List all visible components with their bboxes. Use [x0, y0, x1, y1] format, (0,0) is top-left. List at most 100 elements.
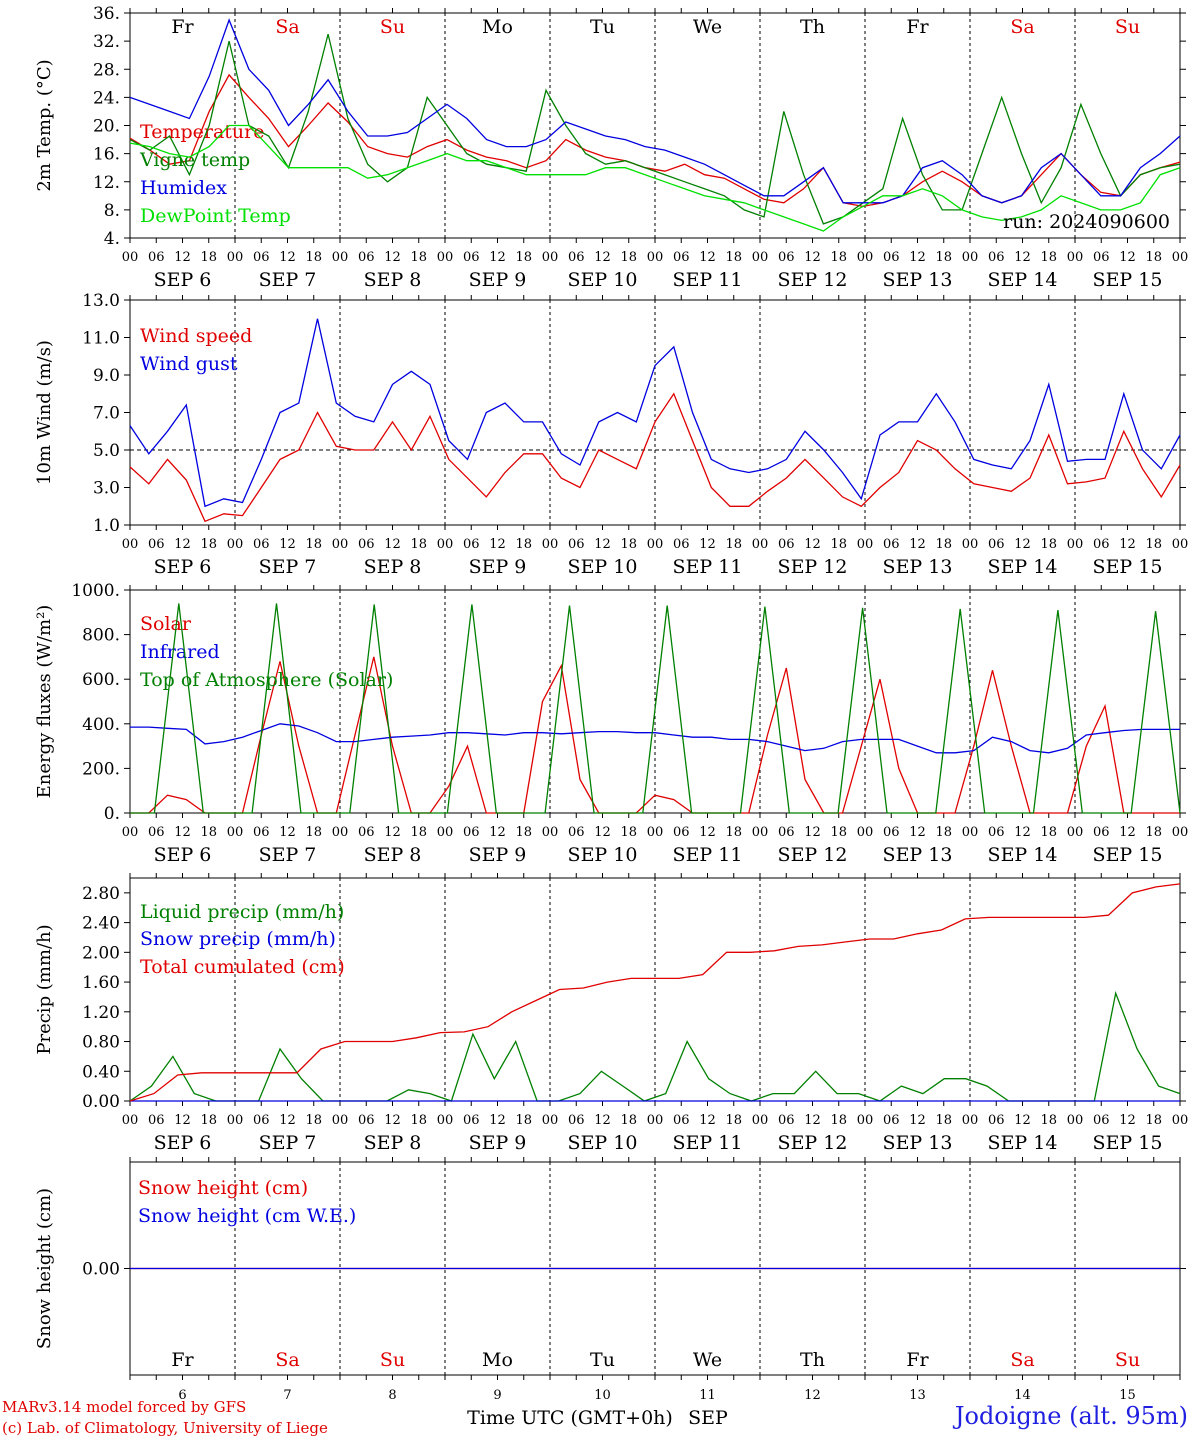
- hour-tick-label: 00: [437, 250, 454, 265]
- weekday-label: We: [693, 16, 722, 38]
- hour-tick-label: 06: [253, 1113, 270, 1128]
- hour-tick-label: 06: [358, 825, 375, 840]
- month-label: SEP: [688, 1407, 728, 1429]
- hour-tick-label: 12: [279, 537, 296, 552]
- legend-entry: Top of Atmosphere (Solar): [140, 669, 393, 691]
- hour-tick-label: 18: [935, 537, 952, 552]
- day-label: SEP 9: [469, 844, 527, 866]
- day-number-label: 15: [1119, 1388, 1136, 1403]
- hour-tick-label: 00: [332, 1113, 349, 1128]
- hour-tick-label: 12: [804, 1113, 821, 1128]
- hour-tick-label: 06: [673, 537, 690, 552]
- hour-tick-label: 06: [988, 537, 1005, 552]
- hour-tick-label: 12: [1119, 250, 1136, 265]
- day-label: SEP 11: [673, 844, 743, 866]
- day-label: SEP 10: [568, 556, 638, 578]
- hour-tick-label: 00: [752, 1113, 769, 1128]
- day-label: SEP 7: [259, 556, 317, 578]
- hour-tick-label: 12: [804, 537, 821, 552]
- hour-tick-label: 12: [489, 1113, 506, 1128]
- day-label: SEP 8: [364, 556, 422, 578]
- weekday-label: Mo: [482, 16, 513, 38]
- hour-tick-label: 00: [1067, 825, 1084, 840]
- hour-tick-label: 12: [909, 1113, 926, 1128]
- hour-tick-label: 06: [463, 537, 480, 552]
- day-label: SEP 6: [154, 1132, 212, 1154]
- hour-tick-label: 18: [725, 1113, 742, 1128]
- hour-tick-label: 00: [962, 825, 979, 840]
- hour-tick-label: 00: [542, 250, 559, 265]
- hour-tick-label: 00: [1067, 537, 1084, 552]
- hour-tick-label: 06: [1093, 1113, 1110, 1128]
- hour-tick-label: 18: [1145, 1113, 1162, 1128]
- y-tick-label: 7.0: [93, 404, 120, 424]
- y-tick-label: 0.80: [82, 1033, 120, 1053]
- hour-tick-label: 06: [1093, 825, 1110, 840]
- y-axis-label: 2m Temp. (°C): [34, 59, 55, 191]
- day-label: SEP 14: [988, 844, 1058, 866]
- hour-tick-label: 18: [620, 1113, 637, 1128]
- legend-entry: DewPoint Temp: [140, 205, 291, 227]
- hour-tick-label: 18: [830, 537, 847, 552]
- y-tick-label: 2.40: [82, 914, 120, 934]
- y-tick-label: 3.0: [93, 479, 120, 499]
- y-tick-label: 9.0: [93, 366, 120, 386]
- y-tick-label: 24.: [93, 88, 120, 108]
- hour-tick-label: 00: [752, 537, 769, 552]
- hour-tick-label: 18: [725, 537, 742, 552]
- hour-tick-label: 18: [935, 250, 952, 265]
- y-axis-label: 10m Wind (m/s): [34, 340, 55, 485]
- y-tick-label: 0.00: [82, 1092, 120, 1112]
- hour-tick-label: 00: [542, 825, 559, 840]
- hour-tick-label: 00: [752, 825, 769, 840]
- day-label: SEP 7: [259, 1132, 317, 1154]
- lab-credit: (c) Lab. of Climatology, University of L…: [2, 1419, 328, 1437]
- hour-tick-label: 06: [883, 825, 900, 840]
- y-tick-label: 2.00: [82, 943, 120, 963]
- series-line: [130, 603, 1181, 814]
- hour-tick-label: 18: [515, 825, 532, 840]
- hour-tick-label: 00: [1172, 1113, 1189, 1128]
- day-number-label: 7: [283, 1388, 291, 1403]
- y-tick-label: 0.40: [82, 1062, 120, 1082]
- hour-tick-label: 00: [752, 250, 769, 265]
- day-label: SEP 11: [673, 1132, 743, 1154]
- legend-entry: Wind speed: [140, 325, 252, 347]
- hour-tick-label: 18: [725, 250, 742, 265]
- hour-tick-label: 00: [122, 537, 139, 552]
- hour-tick-label: 06: [253, 825, 270, 840]
- day-label: SEP 14: [988, 556, 1058, 578]
- hour-tick-label: 12: [699, 537, 716, 552]
- day-label: SEP 11: [673, 556, 743, 578]
- hour-tick-label: 06: [1093, 250, 1110, 265]
- hour-tick-label: 00: [1067, 1113, 1084, 1128]
- hour-tick-label: 00: [122, 825, 139, 840]
- hour-tick-label: 06: [148, 250, 165, 265]
- hour-tick-label: 18: [1040, 1113, 1057, 1128]
- weekday-label: Su: [1115, 1349, 1140, 1371]
- hour-tick-label: 06: [358, 250, 375, 265]
- hour-tick-label: 18: [1145, 537, 1162, 552]
- hour-tick-label: 06: [883, 537, 900, 552]
- y-axis-label: Snow height (cm): [34, 1188, 55, 1349]
- hour-tick-label: 06: [883, 250, 900, 265]
- day-number-label: 11: [699, 1388, 716, 1403]
- day-label: SEP 6: [154, 556, 212, 578]
- day-label: SEP 13: [883, 556, 953, 578]
- hour-tick-label: 00: [332, 537, 349, 552]
- hour-tick-label: 18: [305, 250, 322, 265]
- y-tick-label: 32.: [93, 32, 120, 52]
- hour-tick-label: 12: [384, 250, 401, 265]
- hour-tick-label: 00: [857, 1113, 874, 1128]
- hour-tick-label: 06: [778, 825, 795, 840]
- hour-tick-label: 12: [909, 825, 926, 840]
- hour-tick-label: 06: [988, 825, 1005, 840]
- hour-tick-label: 06: [568, 825, 585, 840]
- series-line: [130, 723, 1180, 754]
- hour-tick-label: 00: [1172, 250, 1189, 265]
- day-label: SEP 8: [364, 269, 422, 291]
- hour-tick-label: 12: [594, 1113, 611, 1128]
- hour-tick-label: 00: [857, 825, 874, 840]
- hour-tick-label: 12: [174, 825, 191, 840]
